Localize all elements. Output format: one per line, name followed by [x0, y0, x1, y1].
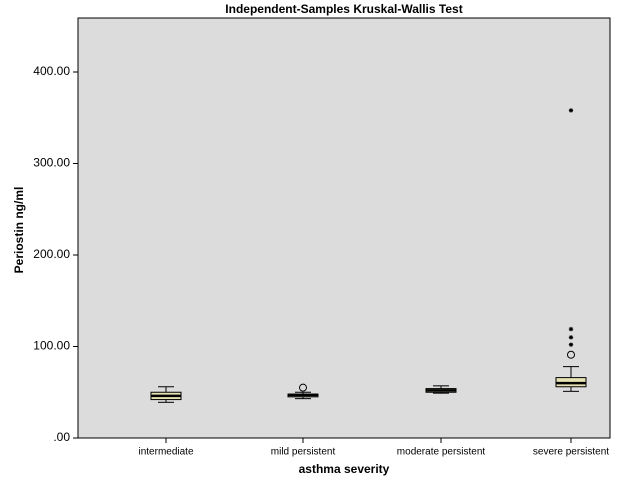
- outlier: [567, 350, 575, 359]
- extreme: [568, 335, 574, 340]
- x-tick-label: moderate persistent: [397, 447, 486, 458]
- y-tick-label: 400.00: [33, 64, 70, 78]
- extreme: [568, 326, 574, 332]
- x-tick-label: mild persistent: [271, 447, 336, 458]
- extreme: [568, 108, 574, 113]
- y-tick-label: 300.00: [33, 156, 70, 170]
- extreme: [568, 342, 574, 347]
- plot-area: [77, 17, 611, 439]
- y-tick-label: .00: [53, 430, 70, 444]
- y-tick-label: 100.00: [33, 339, 70, 353]
- outlier: [299, 383, 307, 392]
- y-tick-label: 200.00: [33, 247, 70, 261]
- y-axis-label: Periostin ng/ml: [12, 187, 26, 274]
- x-tick-label: severe persistent: [533, 447, 609, 458]
- chart-title: Independent-Samples Kruskal-Wallis Test: [225, 2, 462, 16]
- x-axis-label: asthma severity: [299, 462, 390, 476]
- x-tick-label: intermediate: [138, 447, 193, 458]
